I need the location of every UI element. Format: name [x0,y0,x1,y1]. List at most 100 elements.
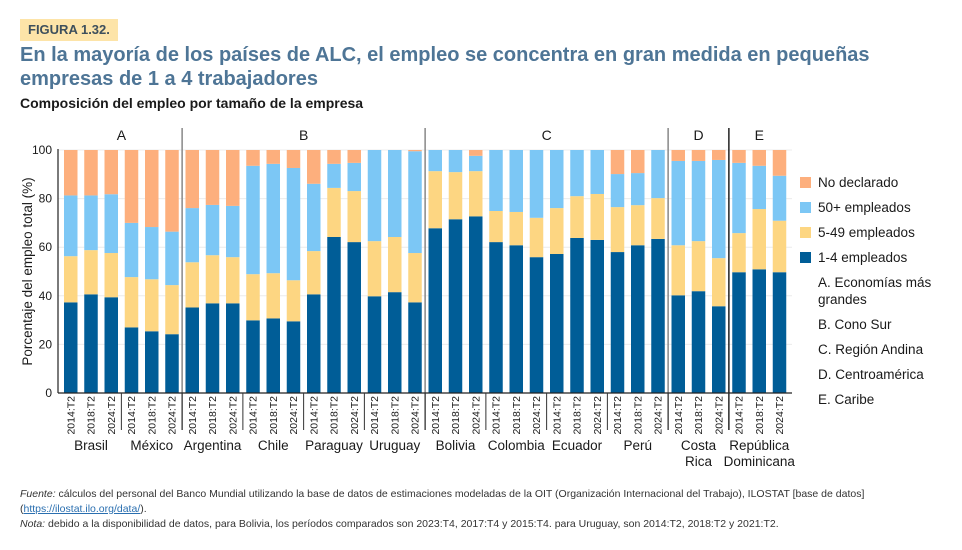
bar-segment-no-declarado [327,150,341,164]
legend-item: 5-49 empleados [800,224,960,241]
bar-segment-no-declarado [469,150,483,156]
x-tick-label: 2024:T2 [592,396,604,435]
bar-segment-no-declarado [772,150,787,176]
bar-segment-5-49-empleados [712,258,726,307]
bar-segment-50-empleados [205,204,220,256]
legend-swatch [800,177,811,188]
bar-segment-5-49-empleados [428,171,442,229]
figure-label: FIGURA 1.32. [20,19,118,41]
bar-segment-no-declarado [84,150,98,196]
legend-group-note: D. Centroamérica [818,367,924,382]
bar-segment-5-49-empleados [509,211,523,246]
bar-segment-no-declarado [104,150,118,195]
bar-segment-50-empleados [408,151,422,254]
bar-segment-50-empleados [104,194,118,254]
bar-segment-1-4-empleados [64,302,78,393]
bar-segment-no-declarado [165,150,179,232]
bar-segment-50-empleados [489,150,503,211]
legend: No declarado 50+ empleados 5-49 empleados 1… [800,174,960,416]
bar-segment-5-49-empleados [185,262,199,308]
chart-title: En la mayoría de los países de ALC, el e… [20,44,870,90]
x-tick-label: 2024:T2 [470,396,482,435]
bar-segment-5-49-empleados [590,193,604,240]
bar-segment-no-declarado [307,150,321,184]
bar-segment-5-49-empleados [124,277,139,328]
legend-swatch [800,227,811,238]
legend-item: No declarado [800,174,960,191]
source-link[interactable]: https://ilostat.ilo.org/data/ [23,503,141,515]
y-tick-label: 100 [32,143,52,157]
bar-segment-1-4-empleados [124,327,139,393]
bar-segment-1-4-empleados [205,303,220,393]
x-tick-label: 2018:T2 [86,396,98,435]
axes [57,149,792,430]
country-label: Chile [258,438,289,453]
bar-segment-5-49-empleados [388,236,402,293]
bars [64,150,787,393]
bar-segment-5-49-empleados [145,279,159,332]
source-text: cálculos del personal del Banco Mundial … [20,488,865,515]
bar-segment-1-4-empleados [691,291,706,393]
bar-segment-1-4-empleados [772,272,787,393]
bar-segment-50-empleados [469,155,483,172]
x-tick-label: 2014:T2 [734,396,746,435]
bar-segment-1-4-empleados [631,245,645,393]
bar-segment-5-49-empleados [408,253,422,303]
group-label: D [693,127,703,143]
legend-label: 50+ empleados [818,200,911,215]
bar-segment-50-empleados [772,175,787,221]
bar-segment-no-declarado [631,150,645,174]
bar-segment-1-4-empleados [165,334,179,393]
bar-segment-5-49-empleados [266,273,280,319]
bar-segment-50-empleados [752,165,766,210]
country-label: Costa [681,438,717,453]
bar-segment-5-49-empleados [631,205,645,246]
country-label: Perú [623,438,652,453]
bar-segment-50-empleados [347,162,361,192]
group-dividers [181,128,730,430]
x-tick-label: 2024:T2 [653,396,665,435]
bar-segment-50-empleados [266,163,280,274]
bar-segment-no-declarado [124,150,139,223]
bar-segment-1-4-empleados [550,254,564,393]
y-tick-label: 40 [39,289,53,303]
y-tick-label: 0 [45,386,52,400]
bar-segment-50-empleados [307,183,321,252]
x-tick-label: 2018:T2 [511,396,523,435]
x-tick-label: 2018:T2 [268,396,280,435]
country-label: Bolivia [436,438,476,453]
bar-segment-no-declarado [286,150,301,168]
bar-segment-1-4-empleados [145,331,159,393]
x-tick-label: 2014:T2 [612,396,624,435]
bar-segment-no-declarado [408,150,422,152]
x-tick-label: 2018:T2 [207,396,219,435]
bar-segment-5-49-empleados [651,198,665,239]
legend-label: 1-4 empleados [818,250,908,265]
bar-segment-50-empleados [367,150,382,242]
legend-group-note: E. Caribe [818,392,875,407]
axis-labels: 0 20 40 60 80 100 Porcentaje del empleo total … [20,127,795,469]
x-tick-label: 2018:T2 [572,396,584,435]
bar-segment-5-49-empleados [691,241,706,292]
bar-segment-50-empleados [145,227,159,280]
bar-segment-1-4-empleados [408,302,422,393]
bar-segment-1-4-empleados [529,257,544,393]
bar-segment-1-4-empleados [185,307,199,393]
country-label: Ecuador [552,438,603,453]
x-tick-label: 2018:T2 [389,396,401,435]
bar-segment-5-49-empleados [165,285,179,335]
bar-segment-50-empleados [286,167,301,281]
country-label: Colombia [488,438,546,453]
bar-segment-1-4-empleados [246,320,260,393]
x-tick-label: 2014:T2 [369,396,381,435]
bar-segment-50-empleados [570,150,584,197]
bar-segment-1-4-empleados [509,245,523,393]
bar-segment-1-4-empleados [226,303,240,393]
bar-segment-5-49-empleados [307,251,321,295]
bar-segment-5-49-empleados [205,255,220,304]
bar-segment-1-4-empleados [752,269,766,393]
source-end: ). [140,503,147,515]
legend-label: No declarado [818,175,899,190]
bar-segment-no-declarado [610,150,625,175]
bar-segment-5-49-empleados [64,256,78,303]
